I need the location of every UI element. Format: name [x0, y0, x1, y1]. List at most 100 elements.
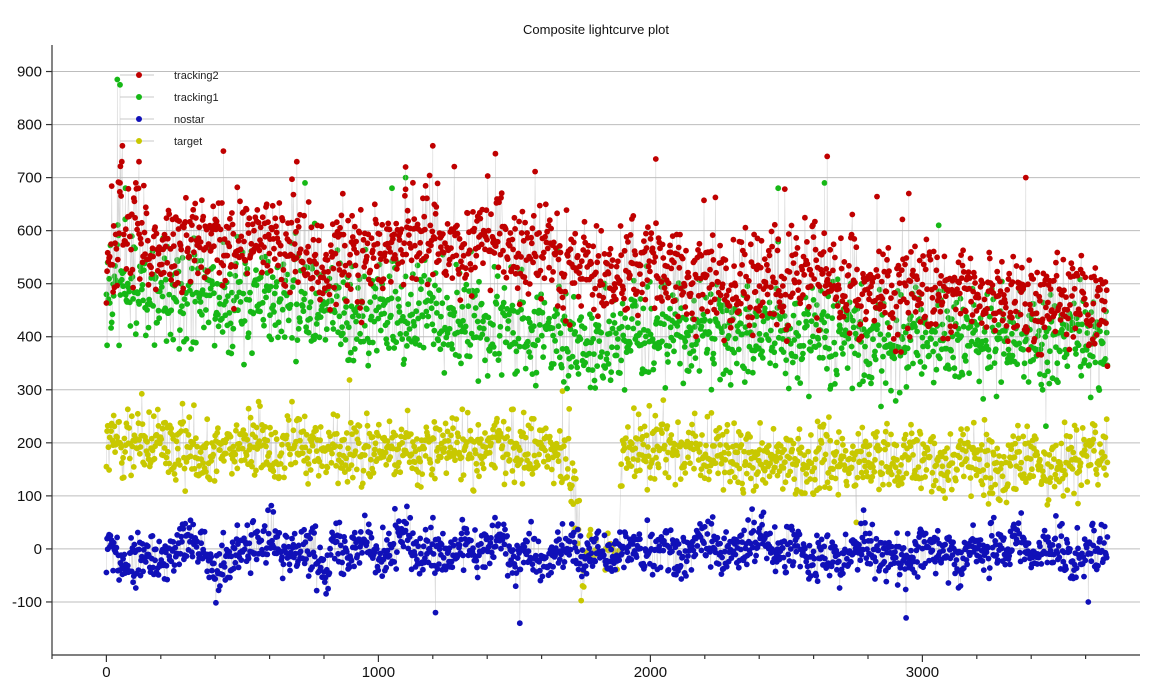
point-nostar: [502, 551, 509, 557]
point-target: [211, 443, 217, 450]
point-tracking1: [888, 387, 894, 394]
point-target: [360, 467, 367, 474]
point-nostar: [1089, 520, 1096, 527]
point-tracking2: [219, 200, 225, 206]
point-tracking1: [142, 332, 149, 339]
point-target: [723, 428, 730, 435]
point-target: [629, 440, 635, 447]
point-tracking1: [436, 287, 442, 293]
point-target: [118, 460, 125, 466]
point-target: [375, 421, 382, 428]
point-nostar: [261, 527, 267, 534]
point-target: [779, 486, 786, 492]
point-tracking1: [794, 375, 801, 381]
point-tracking1: [785, 385, 792, 392]
point-tracking2: [237, 198, 243, 205]
point-target: [1078, 482, 1085, 489]
point-tracking2: [292, 268, 299, 275]
point-nostar: [621, 564, 627, 571]
point-tracking1: [237, 299, 244, 305]
point-target: [876, 486, 882, 493]
point-target: [355, 440, 362, 447]
point-target: [621, 445, 628, 452]
point-target: [110, 412, 117, 419]
point-nostar: [529, 561, 536, 568]
point-tracking1: [371, 294, 378, 300]
point-tracking2: [353, 249, 360, 256]
point-tracking2: [138, 219, 145, 226]
point-tracking1: [782, 370, 789, 377]
point-tracking2: [117, 180, 123, 186]
point-tracking1: [418, 278, 425, 285]
point-target: [128, 472, 135, 479]
point-target: [203, 440, 210, 447]
point-tracking1: [550, 361, 557, 367]
point-target: [564, 466, 571, 472]
point-nostar: [677, 562, 684, 569]
point-target: [826, 414, 832, 420]
point-target: [960, 431, 966, 438]
point-target: [375, 432, 382, 439]
point-tracking1: [615, 336, 621, 342]
point-nostar: [683, 573, 689, 579]
point-nostar: [1101, 523, 1108, 530]
point-target: [997, 465, 1004, 472]
point-tracking1: [460, 317, 466, 324]
point-target: [431, 419, 438, 425]
point-target: [500, 418, 507, 425]
point-tracking2: [289, 176, 295, 183]
point-target: [854, 474, 861, 481]
point-tracking1: [336, 313, 343, 320]
point-tracking1: [608, 369, 615, 375]
point-target: [834, 439, 840, 446]
point-target: [242, 432, 249, 438]
point-tracking1: [772, 362, 779, 369]
point-nostar: [701, 523, 708, 530]
point-tracking1: [263, 294, 269, 301]
point-target: [631, 405, 637, 412]
point-tracking1: [946, 366, 952, 372]
point-tracking1: [939, 321, 946, 328]
point-nostar: [576, 560, 583, 567]
point-target: [419, 471, 426, 477]
point-tracking1: [810, 297, 817, 303]
point-target: [970, 444, 976, 451]
point-target: [272, 429, 279, 436]
point-tracking1: [484, 336, 490, 343]
point-nostar: [246, 540, 253, 547]
point-tracking1: [821, 180, 828, 186]
point-tracking2: [198, 264, 205, 270]
point-target: [668, 432, 675, 438]
point-target: [988, 438, 995, 445]
point-target: [181, 465, 188, 472]
point-target: [852, 482, 859, 489]
point-tracking2: [231, 305, 237, 312]
point-target: [105, 444, 112, 451]
point-tracking2: [310, 236, 317, 243]
point-target: [303, 470, 309, 477]
point-tracking1: [849, 385, 856, 392]
point-target: [1081, 436, 1087, 443]
point-tracking1: [176, 346, 183, 352]
point-target: [625, 424, 631, 430]
point-tracking1: [962, 358, 969, 364]
point-target: [436, 426, 443, 433]
point-tracking1: [1001, 351, 1007, 357]
point-nostar: [227, 574, 233, 581]
point-target: [194, 443, 201, 450]
point-nostar: [343, 548, 350, 555]
point-tracking1: [721, 323, 728, 329]
point-nostar: [932, 570, 939, 577]
point-nostar: [216, 551, 223, 557]
point-nostar: [510, 547, 516, 553]
point-tracking2: [276, 200, 283, 206]
point-target: [249, 463, 255, 470]
point-target: [214, 429, 221, 436]
point-tracking2: [370, 255, 377, 261]
point-tracking2: [317, 296, 323, 303]
point-target: [1069, 466, 1076, 472]
point-tracking1: [424, 323, 430, 329]
point-target: [313, 448, 320, 454]
point-target: [1052, 471, 1059, 478]
point-target: [833, 449, 840, 455]
